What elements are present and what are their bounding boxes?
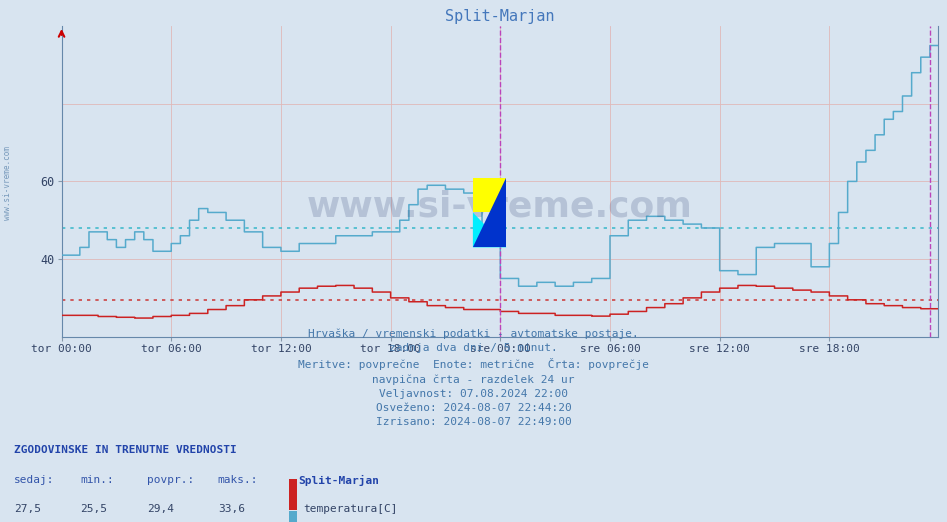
Text: povpr.:: povpr.: (147, 475, 194, 485)
Text: Split-Marjan: Split-Marjan (298, 475, 380, 486)
Text: 33,6: 33,6 (218, 504, 245, 514)
Text: 27,5: 27,5 (14, 504, 42, 514)
Bar (289, 511, 297, 522)
Text: www.si-vreme.com: www.si-vreme.com (307, 189, 692, 223)
Title: Split-Marjan: Split-Marjan (445, 8, 554, 23)
Text: Hrvaška / vremenski podatki - avtomatske postaje.
zadnja dva dni / 5 minut.
Meri: Hrvaška / vremenski podatki - avtomatske… (298, 329, 649, 427)
Bar (289, 479, 297, 510)
Text: sedaj:: sedaj: (14, 475, 55, 485)
Polygon shape (473, 212, 507, 247)
Text: min.:: min.: (80, 475, 115, 485)
Polygon shape (473, 177, 507, 247)
Text: 25,5: 25,5 (80, 504, 108, 514)
Text: www.si-vreme.com: www.si-vreme.com (3, 146, 12, 220)
Text: maks.:: maks.: (218, 475, 259, 485)
Text: ZGODOVINSKE IN TRENUTNE VREDNOSTI: ZGODOVINSKE IN TRENUTNE VREDNOSTI (14, 445, 237, 455)
Bar (473, 177, 507, 212)
Text: 29,4: 29,4 (147, 504, 174, 514)
Text: temperatura[C]: temperatura[C] (303, 504, 398, 514)
